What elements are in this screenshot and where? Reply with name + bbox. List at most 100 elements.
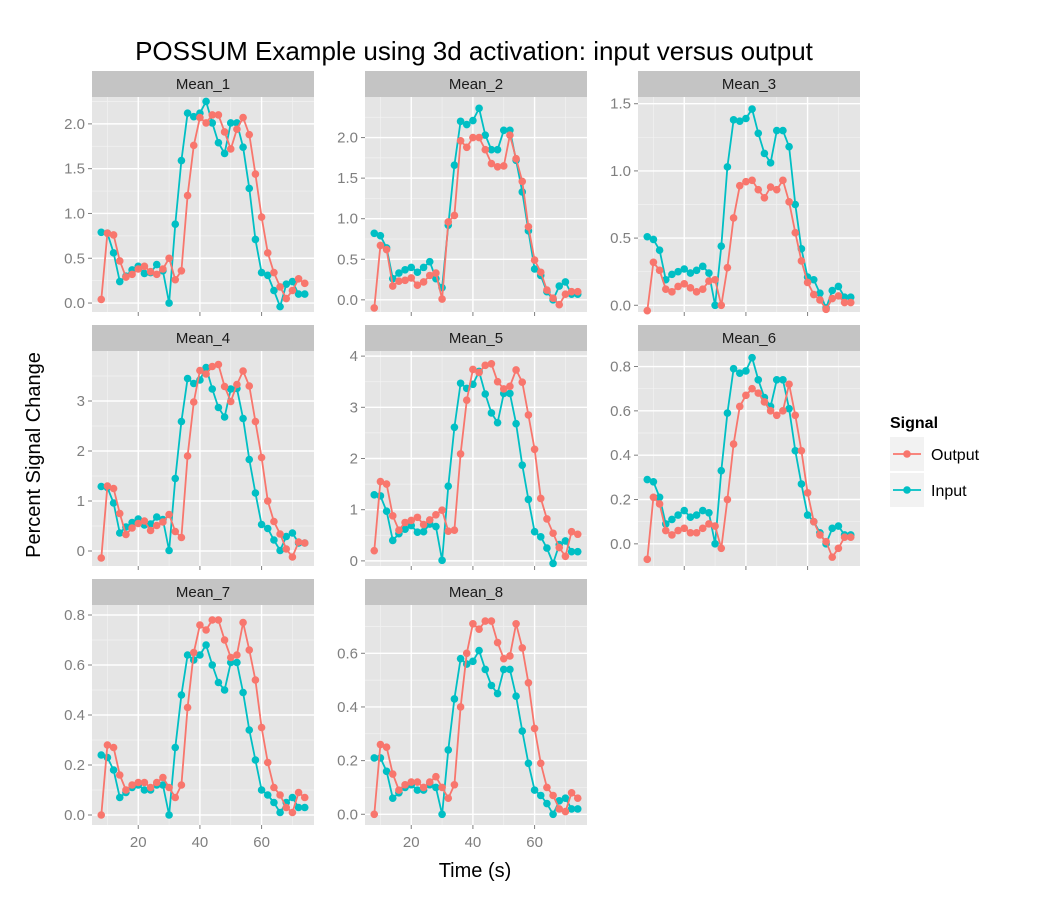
data-point-input: [680, 506, 689, 515]
facet-panel: Mean_2 0.0 0.5 1.0 1.5 2.0: [337, 71, 587, 316]
y-tick-label: 0.0: [610, 297, 631, 314]
data-point-output: [388, 512, 397, 520]
data-point-input: [674, 511, 682, 519]
data-point-input: [816, 289, 824, 297]
data-point-input: [779, 126, 787, 135]
data-point-input: [220, 686, 229, 694]
data-point-input: [530, 786, 539, 794]
data-point-output: [766, 183, 775, 191]
data-point-output: [754, 389, 763, 397]
data-point-output: [270, 783, 278, 792]
data-point-output: [567, 287, 576, 296]
y-tick-label: 1.5: [610, 96, 631, 113]
data-point-output: [233, 651, 241, 659]
data-point-output: [220, 382, 229, 391]
data-point-output: [140, 517, 149, 525]
y-tick-label: 0.4: [610, 447, 631, 464]
x-tick-label: 40: [192, 834, 209, 851]
data-point-output: [475, 368, 483, 377]
data-point-input: [370, 754, 379, 762]
data-point-input: [189, 379, 198, 388]
data-point-input: [680, 265, 689, 273]
data-point-input: [251, 235, 260, 244]
data-point-output: [432, 772, 440, 781]
data-point-input: [518, 461, 527, 469]
data-point-output: [226, 653, 235, 662]
data-point-output: [524, 223, 533, 231]
data-point-output: [370, 304, 379, 312]
data-point-input: [208, 661, 217, 669]
data-point-input: [263, 524, 272, 533]
facet-strip-label: Mean_8: [449, 584, 503, 601]
y-tick-label: 2: [350, 451, 358, 468]
data-point-output: [245, 646, 254, 654]
data-point-output: [573, 287, 582, 296]
y-tick-label: 0.2: [610, 492, 631, 509]
data-point-output: [152, 270, 161, 279]
data-point-output: [276, 791, 284, 799]
data-point-input: [462, 120, 471, 129]
data-point-output: [686, 528, 695, 537]
data-point-output: [766, 407, 775, 415]
data-point-output: [103, 741, 112, 749]
data-point-input: [723, 409, 732, 417]
data-point-output: [226, 145, 235, 153]
y-axis-title: Percent Signal Change: [23, 352, 45, 558]
data-point-output: [294, 538, 303, 546]
facet-panel: Mean_8 0.0 0.2 0.4 0.6 20 40 60: [337, 579, 587, 851]
data-point-input: [549, 810, 557, 819]
data-point-output: [395, 526, 403, 534]
data-point-input: [171, 474, 180, 483]
data-point-input: [401, 525, 409, 533]
data-point-output: [573, 530, 582, 539]
data-point-output: [698, 524, 707, 533]
data-point-output: [456, 137, 465, 145]
data-point-output: [536, 494, 545, 503]
data-point-output: [561, 552, 570, 561]
data-point-output: [567, 789, 576, 797]
data-point-input: [438, 810, 446, 819]
data-point-input: [115, 529, 124, 537]
data-point-output: [226, 397, 235, 406]
data-point-input: [561, 278, 570, 286]
data-point-output: [735, 181, 744, 190]
data-point-output: [407, 778, 416, 786]
data-point-output: [536, 759, 545, 768]
data-point-input: [159, 781, 167, 789]
data-point-output: [245, 130, 254, 139]
data-point-output: [208, 111, 217, 119]
data-point-output: [202, 626, 210, 634]
data-point-input: [202, 641, 210, 649]
data-point-output: [493, 162, 502, 171]
facet-strip: [365, 579, 587, 605]
data-point-input: [772, 376, 781, 384]
data-point-output: [395, 277, 403, 285]
facet-panel: Mean_7 0.0 0.2 0.4 0.6 0.8 20 40 60: [64, 579, 314, 851]
data-point-input: [444, 746, 453, 754]
y-tick-label: 0.0: [64, 807, 85, 824]
data-point-output: [177, 781, 186, 789]
data-point-input: [698, 506, 707, 515]
data-point-output: [276, 283, 284, 291]
data-point-input: [165, 299, 173, 307]
facet-panel: Mean_6 0.0 0.2 0.4 0.6 0.8: [610, 325, 860, 570]
x-tick-label: 60: [253, 834, 270, 851]
data-point-input: [779, 376, 787, 384]
data-point-output: [189, 648, 198, 657]
data-point-output: [177, 533, 186, 542]
data-point-output: [407, 516, 416, 525]
data-point-input: [530, 527, 539, 536]
data-point-input: [686, 513, 695, 522]
data-point-output: [643, 306, 652, 315]
data-point-output: [251, 417, 260, 426]
data-point-output: [779, 176, 787, 185]
data-point-output: [742, 177, 750, 186]
data-point-output: [506, 131, 514, 139]
data-point-output: [251, 676, 260, 684]
data-point-output: [499, 385, 508, 393]
data-point-input: [711, 540, 719, 548]
data-point-output: [103, 229, 112, 237]
data-point-output: [803, 489, 812, 497]
data-point-input: [543, 799, 551, 808]
data-point-output: [214, 111, 223, 119]
